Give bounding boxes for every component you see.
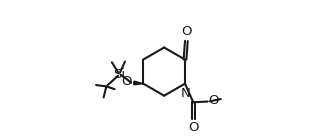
Polygon shape <box>134 81 143 85</box>
Text: Si: Si <box>113 67 125 80</box>
Text: O: O <box>122 75 132 88</box>
Text: N: N <box>180 87 190 100</box>
Text: O: O <box>188 121 198 134</box>
Text: O: O <box>181 26 192 39</box>
Text: O: O <box>208 94 219 107</box>
